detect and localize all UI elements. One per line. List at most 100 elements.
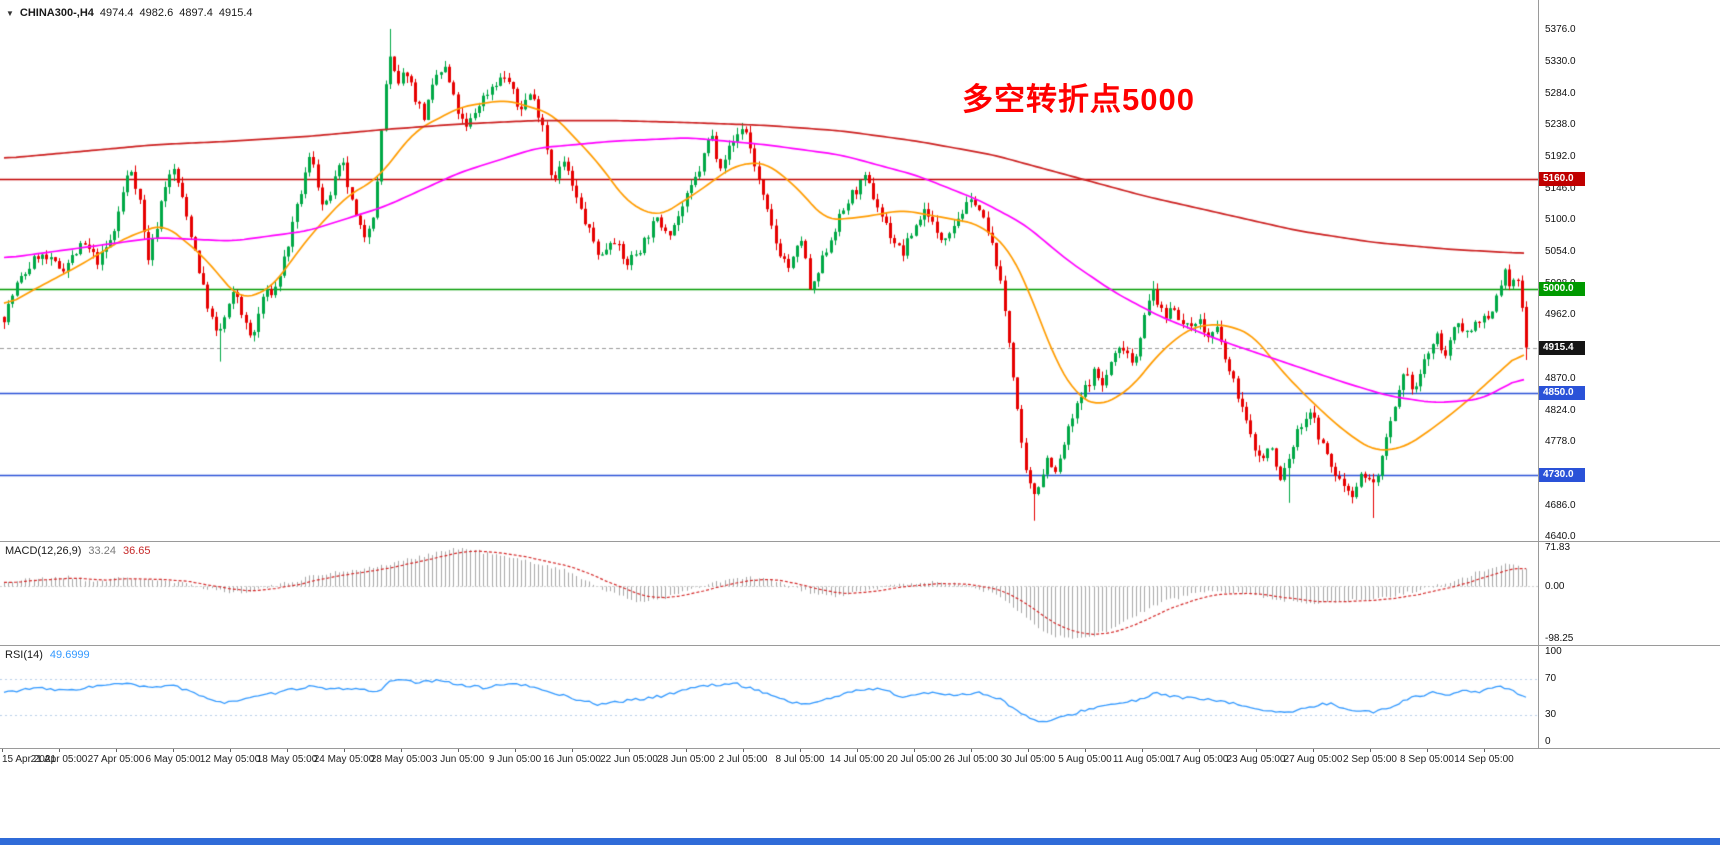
time-tick-mark bbox=[1256, 749, 1257, 752]
macd-indicator-label: MACD(12,26,9) bbox=[5, 545, 82, 557]
macd-axis-label: 71.83 bbox=[1545, 542, 1571, 553]
price-tick-label: 4962.0 bbox=[1545, 309, 1576, 321]
rsi-value: 49.6999 bbox=[49, 649, 90, 661]
price-tick-label: 5054.0 bbox=[1545, 246, 1576, 258]
time-tick-mark bbox=[1199, 749, 1200, 752]
time-tick-mark bbox=[1028, 749, 1029, 752]
current-price-badge: 4915.4 bbox=[1539, 340, 1585, 355]
rsi-indicator-label: RSI(14) bbox=[5, 649, 43, 661]
time-tick-mark bbox=[1085, 749, 1086, 752]
price-tick-label: 4824.0 bbox=[1545, 404, 1576, 416]
x-axis-label: 5 Aug 05:00 bbox=[1058, 754, 1112, 765]
price-tick-label: 4870.0 bbox=[1545, 372, 1576, 384]
x-axis-label: 14 Sep 05:00 bbox=[1454, 754, 1514, 765]
time-tick-mark bbox=[1142, 749, 1143, 752]
x-axis-label: 22 Jun 05:00 bbox=[600, 754, 658, 765]
price-annotation: 多空转折点5000 bbox=[962, 82, 1195, 117]
x-axis-label: 6 May 05:00 bbox=[145, 754, 201, 765]
quote-open: 4974.4 bbox=[99, 7, 134, 19]
time-tick-mark bbox=[59, 749, 60, 752]
quote-high: 4982.6 bbox=[139, 7, 174, 19]
price-axis[interactable]: 71.830.00-98.25100703004640.04686.04732.… bbox=[1538, 0, 1720, 748]
price-tick-label: 5238.0 bbox=[1545, 119, 1576, 131]
price-tick-label: 5192.0 bbox=[1545, 151, 1576, 163]
time-tick-mark bbox=[686, 749, 687, 752]
x-axis-label: 20 Jul 05:00 bbox=[886, 754, 942, 765]
x-axis-label: 2 Sep 05:00 bbox=[1343, 754, 1397, 765]
x-axis-label: 9 Jun 05:00 bbox=[488, 754, 542, 765]
time-tick-mark bbox=[515, 749, 516, 752]
macd-label-row: MACD(12,26,9) 33.24 36.65 bbox=[5, 545, 150, 557]
macd-value-signal: 36.65 bbox=[122, 545, 151, 557]
rsi-panel-canvas[interactable] bbox=[0, 646, 1538, 748]
time-tick-mark bbox=[572, 749, 573, 752]
time-tick-mark bbox=[800, 749, 801, 752]
rsi-axis-label: 100 bbox=[1545, 646, 1562, 657]
time-tick-mark bbox=[1313, 749, 1314, 752]
price-tick-label: 5284.0 bbox=[1545, 87, 1576, 99]
x-axis-label: 8 Sep 05:00 bbox=[1400, 754, 1454, 765]
time-tick-mark bbox=[287, 749, 288, 752]
time-tick-mark bbox=[743, 749, 744, 752]
macd-value-main: 33.24 bbox=[88, 545, 116, 557]
time-tick-mark bbox=[230, 749, 231, 752]
rsi-label-row: RSI(14) 49.6999 bbox=[5, 649, 90, 661]
time-tick-mark bbox=[401, 749, 402, 752]
macd-panel-canvas[interactable] bbox=[0, 542, 1538, 645]
time-tick-mark bbox=[914, 749, 915, 752]
bottom-blue-strip bbox=[0, 838, 1720, 845]
time-axis-separator bbox=[0, 748, 1720, 749]
x-axis-label: 24 May 05:00 bbox=[313, 754, 375, 765]
price-tick-label: 5100.0 bbox=[1545, 214, 1576, 226]
rsi-axis-label: 30 bbox=[1545, 709, 1557, 720]
x-axis-label: 27 Apr 05:00 bbox=[87, 754, 145, 765]
macd-axis-label: 0.00 bbox=[1545, 580, 1565, 592]
time-tick-mark bbox=[1427, 749, 1428, 752]
x-axis-label: 23 Aug 05:00 bbox=[1226, 754, 1286, 765]
price-tick-label: 5330.0 bbox=[1545, 55, 1576, 67]
symbol-timeframe-label: CHINA300-,H4 bbox=[19, 7, 94, 19]
time-axis[interactable]: 15 Apr 2021 21 Apr 05:00 27 Apr 05:00 6 May… bbox=[0, 749, 1720, 771]
x-axis-label: 18 May 05:00 bbox=[256, 754, 318, 765]
x-axis-label: 14 Jul 05:00 bbox=[829, 754, 885, 765]
quote-low: 4897.4 bbox=[179, 7, 213, 19]
price-level-badge: 5160.0 bbox=[1539, 172, 1585, 187]
quote-close: 4915.4 bbox=[218, 7, 253, 19]
time-tick-mark bbox=[458, 749, 459, 752]
x-axis-label: 8 Jul 05:00 bbox=[775, 754, 825, 765]
x-axis-label: 15 Apr 2021 bbox=[2, 754, 56, 765]
macd-axis-label: -98.25 bbox=[1545, 633, 1574, 644]
time-tick-mark bbox=[116, 749, 117, 752]
rsi-axis-label: 70 bbox=[1545, 673, 1557, 684]
price-tick-label: 4778.0 bbox=[1545, 436, 1576, 448]
x-axis-label: 27 Aug 05:00 bbox=[1283, 754, 1343, 765]
time-tick-mark bbox=[857, 749, 858, 752]
time-tick-mark bbox=[2, 749, 3, 752]
rsi-axis-label: 0 bbox=[1545, 736, 1551, 747]
price-level-badge: 4730.0 bbox=[1539, 468, 1585, 483]
price-chart-canvas[interactable] bbox=[0, 0, 1538, 541]
x-axis-label: 21 Apr 05:00 bbox=[30, 754, 88, 765]
x-axis-label: 3 Jun 05:00 bbox=[431, 754, 485, 765]
panel-separator[interactable] bbox=[0, 645, 1720, 646]
x-axis-label: 11 Aug 05:00 bbox=[1112, 754, 1172, 765]
panel-separator[interactable] bbox=[0, 541, 1720, 542]
x-axis-label: 17 Aug 05:00 bbox=[1169, 754, 1229, 765]
time-tick-mark bbox=[971, 749, 972, 752]
x-axis-label: 12 May 05:00 bbox=[199, 754, 261, 765]
price-level-badge: 4850.0 bbox=[1539, 385, 1585, 400]
x-axis-label: 30 Jul 05:00 bbox=[1000, 754, 1056, 765]
x-axis-label: 2 Jul 05:00 bbox=[718, 754, 768, 765]
x-axis-label: 16 Jun 05:00 bbox=[543, 754, 601, 765]
price-tick-label: 5146.0 bbox=[1545, 182, 1576, 194]
x-axis-label: 28 May 05:00 bbox=[370, 754, 432, 765]
price-tick-label: 4640.0 bbox=[1545, 531, 1576, 543]
symbol-dropdown-icon[interactable]: ▼ bbox=[6, 8, 14, 18]
time-tick-mark bbox=[1484, 749, 1485, 752]
price-axis-separator bbox=[1538, 0, 1539, 748]
time-tick-mark bbox=[629, 749, 630, 752]
price-level-badge: 5000.0 bbox=[1539, 282, 1585, 297]
time-tick-mark bbox=[344, 749, 345, 752]
price-tick-label: 5376.0 bbox=[1545, 24, 1576, 36]
